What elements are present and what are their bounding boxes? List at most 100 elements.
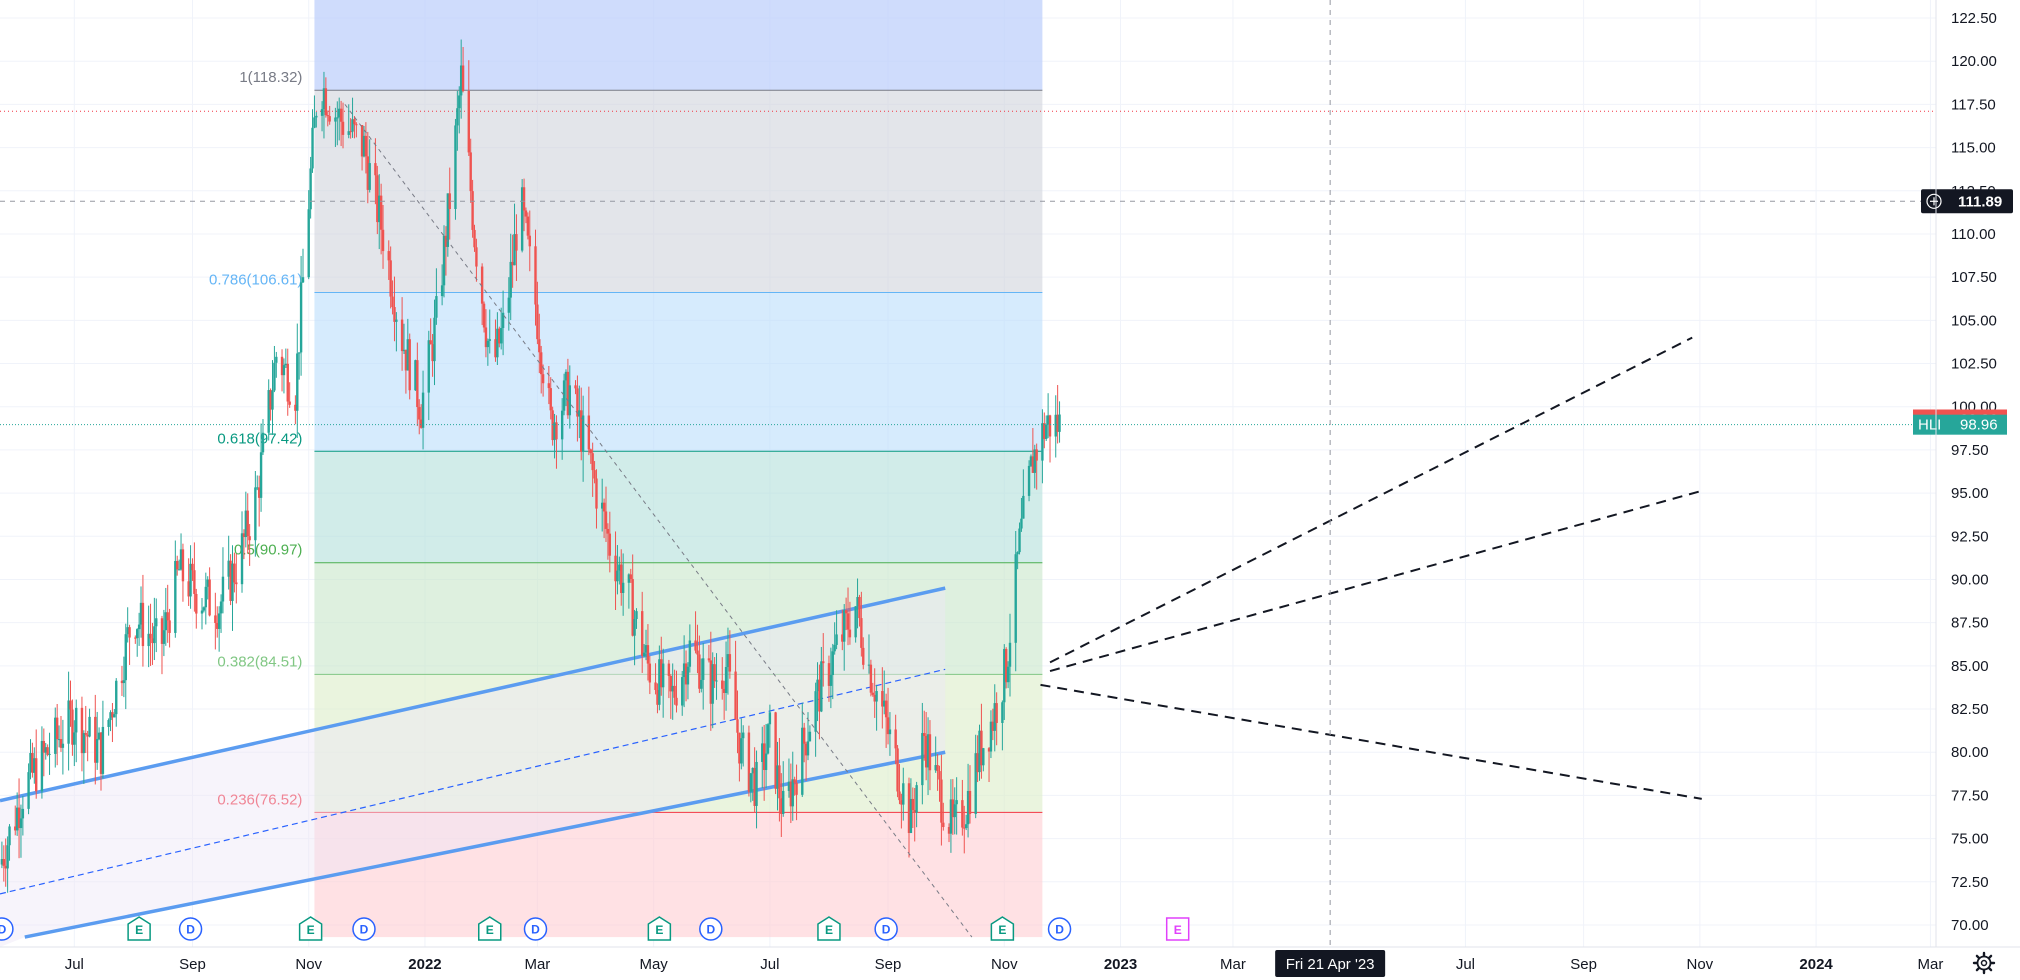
candle: [501, 290, 505, 356]
candle-body: [923, 733, 926, 737]
candle-body: [673, 685, 676, 698]
candle-body: [248, 536, 251, 541]
dividend-marker[interactable]: D: [874, 917, 898, 941]
candle-body: [753, 767, 756, 806]
candle: [21, 795, 25, 836]
candle-body: [6, 845, 9, 869]
candle: [275, 351, 278, 378]
candle: [448, 167, 451, 240]
candle: [136, 628, 139, 657]
price-tick-label: 110.00: [1951, 226, 1996, 243]
dividend-marker[interactable]: D: [0, 917, 14, 941]
candle: [635, 608, 638, 629]
candle-body: [671, 685, 674, 692]
candle: [488, 309, 491, 354]
dividend-marker[interactable]: D: [523, 917, 548, 941]
candle: [229, 554, 232, 606]
candle-body: [774, 712, 777, 789]
candle-body: [928, 734, 932, 771]
candle: [614, 531, 617, 611]
candle: [961, 779, 964, 836]
candle: [200, 598, 204, 630]
price-axis[interactable]: 70.00 72.50 75.00 77.50 80.00 82.50 85.00 87.50…: [1913, 0, 2020, 980]
candle: [671, 663, 674, 720]
candle: [551, 406, 554, 446]
candle-body: [54, 717, 57, 754]
candle-body: [589, 449, 592, 454]
channel-upper-line[interactable]: [0, 586, 946, 803]
candle: [928, 720, 932, 791]
dividend-icon: [1047, 917, 1072, 941]
dividend-marker[interactable]: D: [352, 917, 376, 941]
settings-gear-icon[interactable]: [1972, 951, 1996, 975]
candle-body: [700, 679, 703, 689]
trend-line-1[interactable]: [344, 104, 973, 938]
candle-body: [587, 415, 591, 450]
candle-body: [128, 627, 131, 638]
candle: [164, 587, 167, 646]
candle: [541, 364, 545, 397]
earnings-marker[interactable]: E: [990, 916, 1015, 941]
price-tick-label: 117.50: [1951, 96, 1996, 113]
time-tick-label: 2022: [408, 956, 441, 973]
earnings-marker[interactable]: E: [127, 916, 151, 941]
candle-body: [749, 773, 753, 792]
candle: [378, 174, 381, 250]
dividend-marker[interactable]: D: [178, 917, 203, 941]
channel-middle-line[interactable]: [0, 668, 946, 895]
earnings-marker[interactable]: E: [817, 916, 841, 941]
candle: [900, 793, 903, 829]
candle-body: [742, 732, 745, 739]
candle: [951, 779, 955, 835]
candle-body: [820, 661, 823, 712]
candle: [111, 702, 114, 743]
candle: [494, 319, 497, 362]
candle-body: [334, 117, 337, 122]
trend-line-3[interactable]: [1049, 490, 1701, 673]
candle-body: [947, 827, 951, 834]
candle: [395, 312, 398, 352]
candle-body: [818, 679, 821, 712]
candle: [153, 597, 156, 661]
earnings-marker[interactable]: E: [298, 916, 323, 941]
earnings-marker[interactable]: E: [647, 916, 672, 941]
candle-body: [1008, 642, 1012, 667]
candle: [75, 699, 78, 763]
candle: [728, 630, 732, 679]
candle: [54, 707, 57, 768]
dividend-marker[interactable]: D: [1047, 917, 1072, 941]
candle-body: [858, 597, 861, 619]
earnings-marker[interactable]: E: [478, 916, 502, 941]
time-axis-bg: [0, 947, 2020, 980]
candle: [661, 648, 665, 718]
candle-body: [381, 229, 385, 252]
candle: [942, 802, 945, 831]
candle-body: [606, 528, 610, 534]
candle-body: [883, 700, 886, 707]
candle: [934, 736, 937, 773]
candle-body: [869, 664, 873, 693]
candle: [40, 726, 44, 799]
trend-lines[interactable]: [344, 104, 1702, 938]
candle: [540, 345, 543, 394]
time-axis[interactable]: Jul Sep Nov 2022 Mar May Jul Sep Nov 2023 Mar Jul Se…: [0, 946, 2020, 980]
candle-body: [658, 659, 661, 705]
candle: [511, 234, 514, 288]
candle-body: [524, 210, 528, 217]
earnings-marker[interactable]: E: [1165, 917, 1190, 941]
trend-line-2[interactable]: [1049, 336, 1693, 664]
earnings-icon: [127, 916, 151, 941]
candle: [235, 553, 238, 604]
candle: [189, 545, 192, 609]
candle: [915, 781, 918, 828]
dividend-marker[interactable]: D: [699, 917, 723, 941]
candle-body: [498, 328, 501, 344]
candle: [155, 598, 158, 653]
parallel-channel[interactable]: [0, 586, 946, 947]
candle: [568, 365, 571, 429]
candle: [294, 395, 297, 425]
trend-line-4[interactable]: [1040, 683, 1702, 800]
candle: [964, 814, 968, 831]
